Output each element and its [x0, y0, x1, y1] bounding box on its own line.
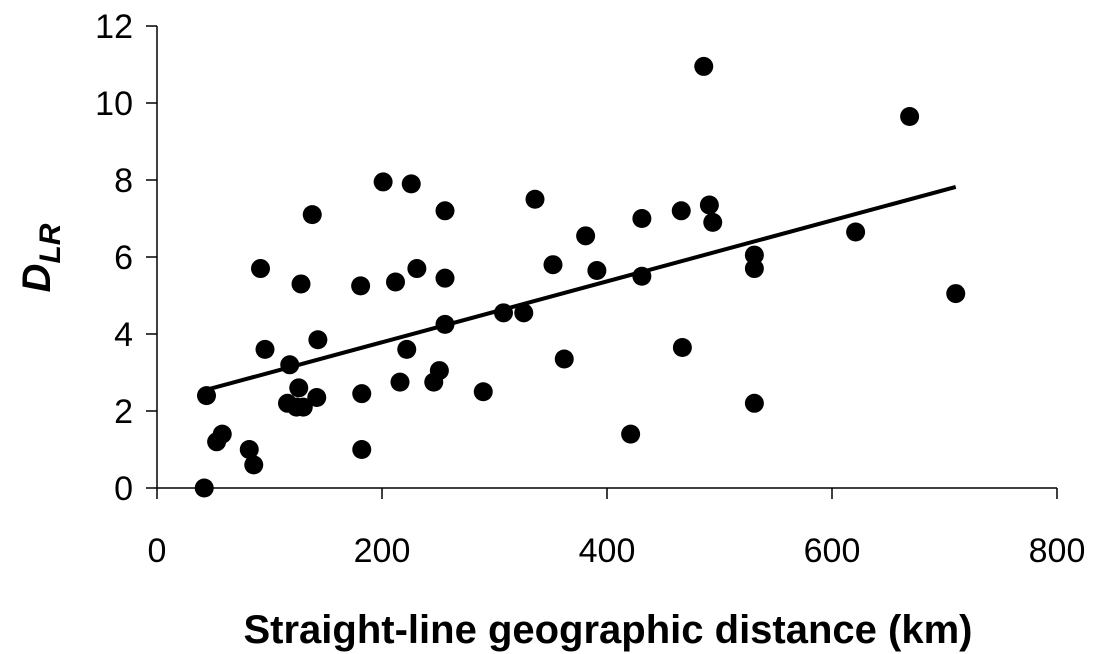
- trend-line: [201, 184, 957, 393]
- data-point: [255, 339, 275, 359]
- axes: [156, 26, 1057, 489]
- data-point: [308, 330, 328, 350]
- y-axis-title: DLR: [15, 223, 67, 292]
- data-point: [514, 303, 534, 323]
- x-axis-title: Straight-line geographic distance (km): [243, 608, 972, 652]
- data-point: [244, 455, 264, 475]
- data-point: [525, 189, 545, 209]
- data-point: [435, 314, 455, 334]
- data-point: [694, 56, 714, 76]
- data-point: [435, 201, 455, 221]
- data-point: [554, 349, 574, 369]
- ticks: 0 2 4 6 8 10 12 0 200 400 600 800: [95, 8, 1085, 570]
- y-tick-label: 8: [114, 162, 133, 200]
- data-point: [744, 393, 764, 413]
- data-point: [632, 209, 652, 228]
- y-axis-title-subscript: LR: [34, 223, 67, 263]
- y-tick-label: 6: [114, 239, 133, 277]
- data-point: [293, 397, 313, 417]
- y-tick-label: 2: [114, 393, 133, 431]
- data-point: [373, 172, 393, 192]
- x-tick-label: 800: [1029, 532, 1086, 570]
- y-tick-label: 10: [95, 85, 133, 123]
- data-point: [621, 424, 641, 444]
- data-point: [407, 259, 427, 279]
- data-point: [351, 276, 371, 296]
- data-point: [576, 226, 596, 246]
- data-point: [289, 378, 309, 398]
- x-tick-label: 0: [148, 532, 167, 570]
- data-point: [672, 337, 692, 357]
- x-tick-label: 400: [579, 532, 636, 570]
- data-point: [473, 382, 493, 402]
- data-point: [352, 384, 372, 404]
- data-point: [946, 284, 966, 304]
- data-points: [194, 56, 966, 498]
- data-point: [291, 274, 311, 294]
- data-point: [280, 355, 300, 375]
- data-point: [352, 440, 372, 459]
- data-point: [671, 201, 691, 221]
- data-point: [543, 255, 563, 275]
- data-point: [435, 268, 455, 288]
- y-tick-label: 12: [95, 8, 133, 46]
- trendline-group: [201, 184, 957, 393]
- x-tick-label: 600: [804, 532, 861, 570]
- y-tick-label: 4: [114, 316, 133, 354]
- data-point: [212, 424, 232, 444]
- data-point: [632, 266, 652, 286]
- data-point: [251, 259, 270, 279]
- data-point: [494, 303, 513, 323]
- data-point: [239, 440, 259, 459]
- data-point: [587, 260, 607, 280]
- data-point: [900, 106, 920, 126]
- data-point: [699, 195, 719, 215]
- data-point: [846, 222, 866, 242]
- data-point: [401, 174, 421, 194]
- data-point: [429, 361, 449, 381]
- data-point: [744, 245, 764, 265]
- data-point: [744, 259, 764, 279]
- y-tick-label: 0: [114, 470, 133, 508]
- y-axis-title-main: D: [15, 264, 59, 293]
- data-point: [307, 388, 327, 408]
- data-point: [194, 478, 214, 498]
- data-point: [390, 372, 410, 392]
- data-point: [703, 212, 723, 232]
- x-tick-label: 200: [354, 532, 411, 570]
- data-point: [302, 205, 322, 225]
- data-point: [386, 272, 405, 292]
- data-point: [197, 386, 216, 406]
- data-point: [397, 339, 417, 359]
